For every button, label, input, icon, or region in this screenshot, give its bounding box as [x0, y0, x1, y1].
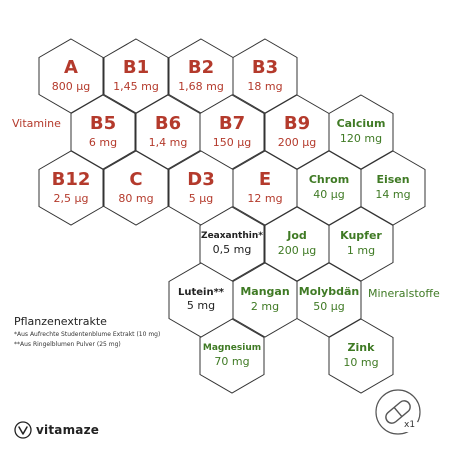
plant-hex-lutein: Lutein** 5 mg	[168, 262, 234, 338]
mineral-name: Jod	[287, 229, 307, 243]
vitamin-name: B7	[218, 113, 246, 135]
plant-amount: 5 mg	[186, 299, 216, 313]
vitamin-amount: 6 mg	[88, 135, 118, 149]
vitamin-name: E	[258, 169, 272, 191]
vitamin-hex-b3: B3 18 mg	[232, 38, 298, 114]
vitamin-hex-d3: D3 5 µg	[168, 150, 234, 226]
mineral-amount: 200 µg	[277, 243, 317, 257]
plant-name: Lutein**	[177, 286, 225, 298]
vitamin-name: B3	[251, 57, 279, 79]
vitamin-name: B2	[187, 57, 215, 79]
vitamin-name: D3	[187, 169, 215, 191]
vitamin-amount: 18 mg	[247, 79, 283, 93]
brand-name: vitamaze	[36, 423, 100, 437]
vitamin-amount: 200 µg	[277, 135, 317, 149]
vitamin-name: C	[129, 169, 143, 191]
mineral-name: Molybdän	[298, 285, 360, 299]
vitamin-name: A	[64, 57, 78, 79]
pill-count-label: x1	[404, 420, 416, 430]
vitamin-amount: 150 µg	[212, 135, 252, 149]
vitamin-amount: 2,5 µg	[53, 191, 89, 205]
mineral-amount: 40 µg	[313, 187, 345, 201]
mineral-hex-chrom: Chrom 40 µg	[296, 150, 362, 226]
mineral-name: Zink	[347, 341, 375, 355]
vitamin-name: B5	[89, 113, 117, 135]
mineral-amount: 2 mg	[250, 299, 280, 313]
pill-count-icon: x1	[372, 386, 424, 438]
vitamin-amount: 1,4 mg	[148, 135, 188, 149]
footnote-lutein: **Aus Ringelblumen Pulver (25 mg)	[14, 341, 121, 348]
vitamin-amount: 12 mg	[247, 191, 283, 205]
mineral-hex-molybdaen: Molybdän 50 µg	[296, 262, 362, 338]
vitamin-name: B6	[154, 113, 182, 135]
mineral-name: Magnesium	[202, 343, 262, 354]
mineral-hex-eisen: Eisen 14 mg	[360, 150, 426, 226]
brand: vitamaze	[14, 421, 99, 439]
vitamine-label: Vitamine	[12, 117, 61, 130]
plant-amount: 0,5 mg	[212, 242, 252, 256]
vitamin-hex-c: C 80 mg	[103, 150, 169, 226]
vitamin-amount: 1,68 mg	[178, 79, 224, 93]
vitamin-name: B1	[122, 57, 150, 79]
vitamin-hex-b7: B7 150 µg	[199, 94, 265, 170]
mineral-hex-zink: Zink 10 mg	[328, 318, 394, 394]
mineral-name: Eisen	[376, 173, 410, 187]
vitamin-amount: 800 µg	[51, 79, 91, 93]
vitamin-name: B9	[283, 113, 311, 135]
mineral-name: Kupfer	[340, 229, 382, 243]
vitamin-amount: 5 µg	[188, 191, 214, 205]
mineral-amount: 14 mg	[375, 187, 411, 201]
vitamin-name: B12	[51, 169, 91, 191]
vitamin-amount: 80 mg	[118, 191, 154, 205]
vitamin-hex-b9: B9 200 µg	[264, 94, 330, 170]
mineral-amount: 120 mg	[339, 131, 383, 145]
vitamin-hex-b12: B12 2,5 µg	[38, 150, 104, 226]
mineral-amount: 70 mg	[214, 354, 250, 368]
mineral-hex-calcium: Calcium 120 mg	[328, 94, 394, 170]
footnote-zeaxanthin: *Aus Aufrechte Studentenblume Extrakt (1…	[14, 331, 161, 338]
mineral-name: Chrom	[308, 173, 350, 187]
plant-name: Zeaxanthin*	[201, 231, 263, 242]
brand-logo-icon	[14, 421, 32, 439]
vitamin-hex-b1: B1 1,45 mg	[103, 38, 169, 114]
mineralstoffe-label: Mineralstoffe	[368, 287, 440, 300]
mineral-name: Calcium	[336, 117, 386, 131]
mineral-amount: 1 mg	[346, 243, 376, 257]
vitamin-amount: 1,45 mg	[113, 79, 159, 93]
vitamin-hex-b6: B6 1,4 mg	[135, 94, 201, 170]
mineral-amount: 50 µg	[313, 299, 345, 313]
mineral-name: Mangan	[240, 285, 290, 299]
mineral-hex-magnesium: Magnesium 70 mg	[199, 318, 265, 394]
mineral-amount: 10 mg	[343, 355, 379, 369]
pflanzenextrakte-label: Pflanzenextrakte	[14, 315, 107, 328]
